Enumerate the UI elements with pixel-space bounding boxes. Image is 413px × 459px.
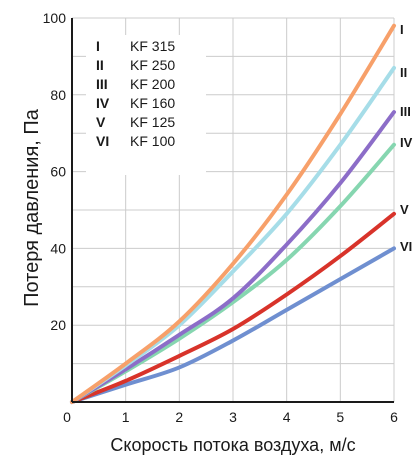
- legend-model: KF 250: [130, 57, 175, 73]
- end-label: III: [400, 104, 411, 119]
- legend-model: KF 160: [130, 95, 175, 111]
- legend-roman: IV: [96, 95, 110, 111]
- legend-roman: II: [96, 57, 104, 73]
- legend-roman: III: [96, 76, 108, 92]
- series-line-5: [70, 211, 396, 404]
- y-tick-label: 60: [50, 164, 66, 180]
- x-tick-label: 6: [390, 409, 398, 425]
- series-line-6: [70, 246, 396, 404]
- legend-roman: VI: [96, 133, 109, 149]
- axes: [71, 18, 394, 403]
- x-tick-label: 1: [122, 409, 130, 425]
- x-tick-label: 2: [175, 409, 183, 425]
- y-tick-label: 20: [50, 317, 66, 333]
- x-tick-label: 5: [336, 409, 344, 425]
- x-tick-label: 3: [229, 409, 237, 425]
- legend-model: KF 125: [130, 114, 175, 130]
- legend-model: KF 100: [130, 133, 175, 149]
- legend: I KF 315 II KF 250 III KF 200 IV KF 160 V KF 125 V…: [86, 35, 206, 175]
- end-label: V: [400, 202, 409, 217]
- x-tick-label: 0: [63, 409, 71, 425]
- series-group: [70, 23, 396, 404]
- end-label: IV: [400, 135, 413, 150]
- legend-model: KF 200: [130, 76, 175, 92]
- x-tick-label: 4: [283, 409, 291, 425]
- y-tick-label: 80: [50, 87, 66, 103]
- y-tick-label: 100: [43, 10, 67, 26]
- x-axis-title: Скорость потока воздуха, м/с: [110, 435, 355, 455]
- legend-panel: [86, 35, 206, 175]
- end-label: I: [400, 22, 404, 37]
- legend-roman: I: [96, 38, 100, 54]
- series-line-1: [70, 23, 396, 404]
- end-label: VI: [400, 239, 412, 254]
- legend-roman: V: [96, 114, 106, 130]
- series-line-3: [70, 110, 396, 404]
- end-label: II: [400, 65, 407, 80]
- y-axis-title: Потеря давления, Па: [21, 108, 43, 307]
- y-tick-label: 40: [50, 240, 66, 256]
- legend-model: KF 315: [130, 38, 175, 54]
- tick-labels: 0 1 2 3 4 5 6 20 40 60 80 100: [43, 10, 398, 425]
